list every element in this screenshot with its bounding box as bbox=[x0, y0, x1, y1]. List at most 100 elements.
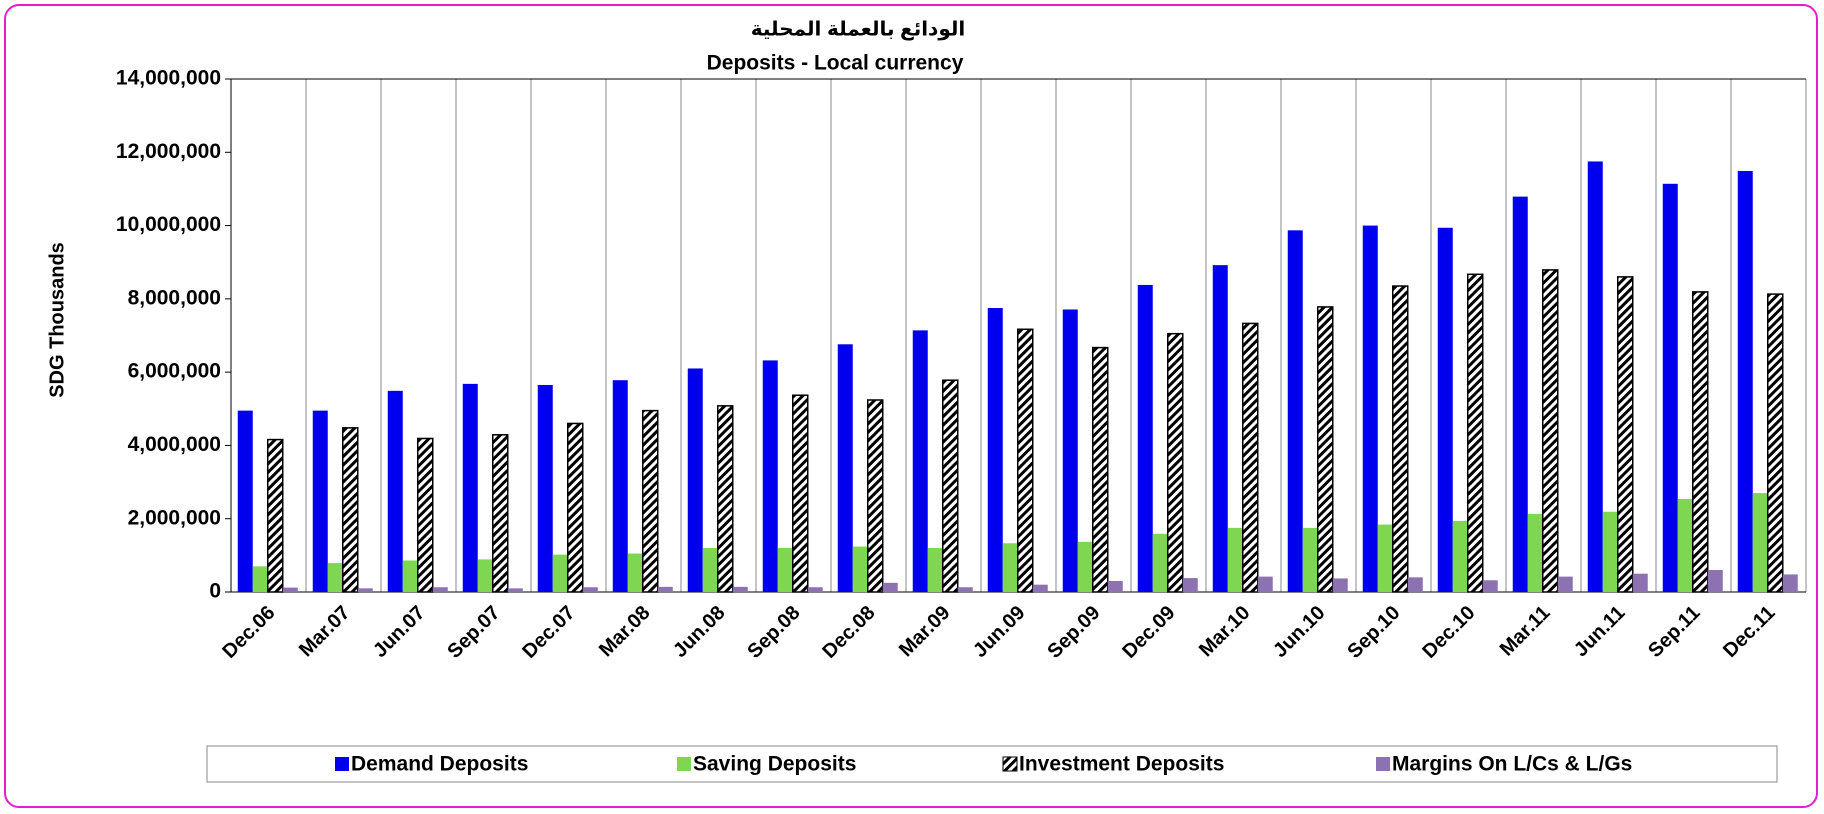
bar bbox=[1107, 581, 1123, 592]
legend-swatch bbox=[335, 757, 349, 771]
bar bbox=[1017, 328, 1034, 593]
bar bbox=[1287, 230, 1303, 592]
y-tick-label: 8,000,000 bbox=[128, 286, 221, 309]
bar bbox=[1632, 573, 1648, 592]
y-tick-label: 12,000,000 bbox=[116, 140, 221, 163]
bar bbox=[1392, 285, 1409, 593]
bar bbox=[267, 438, 284, 593]
bar bbox=[627, 553, 643, 592]
bar bbox=[852, 546, 868, 592]
bar bbox=[1692, 291, 1709, 593]
bar bbox=[1302, 527, 1318, 592]
bar bbox=[1362, 225, 1378, 593]
y-tick-label: 2,000,000 bbox=[128, 506, 221, 529]
bar bbox=[1707, 570, 1723, 592]
bar bbox=[1257, 576, 1273, 592]
bar bbox=[837, 344, 853, 592]
bar bbox=[762, 360, 778, 592]
bar bbox=[1137, 284, 1153, 592]
chart-subtitle: Deposits - Local currency bbox=[707, 52, 964, 75]
bar bbox=[1557, 576, 1573, 592]
legend-label: Saving Deposits bbox=[693, 753, 856, 776]
bar bbox=[1002, 543, 1018, 592]
legend-label: Demand Deposits bbox=[351, 753, 528, 776]
bar bbox=[1737, 170, 1753, 592]
bar bbox=[237, 410, 253, 592]
y-tick-label: 10,000,000 bbox=[116, 213, 221, 236]
bar bbox=[1602, 511, 1618, 592]
bar bbox=[387, 390, 403, 592]
bar bbox=[1407, 577, 1423, 592]
bar bbox=[252, 566, 268, 592]
legend-label: Investment Deposits bbox=[1019, 753, 1224, 776]
y-tick-label: 0 bbox=[209, 580, 221, 603]
bar bbox=[1212, 265, 1228, 592]
bar bbox=[1182, 578, 1198, 592]
bar bbox=[1482, 580, 1498, 592]
bar bbox=[1542, 269, 1559, 593]
bar bbox=[987, 308, 1003, 592]
bar bbox=[342, 427, 359, 593]
bar bbox=[1467, 273, 1484, 593]
bar bbox=[1062, 309, 1078, 592]
bar bbox=[687, 368, 703, 592]
bar bbox=[507, 588, 523, 592]
bar bbox=[492, 434, 509, 593]
bar bbox=[777, 548, 793, 592]
y-tick-label: 4,000,000 bbox=[128, 433, 221, 456]
bar bbox=[642, 409, 659, 593]
bar bbox=[357, 588, 373, 592]
bar bbox=[882, 582, 898, 592]
bar bbox=[1242, 322, 1259, 593]
bar bbox=[1587, 161, 1603, 593]
y-tick-label: 14,000,000 bbox=[116, 67, 221, 90]
bar bbox=[1332, 578, 1348, 592]
bar bbox=[657, 586, 673, 592]
frame bbox=[4, 4, 1818, 808]
bar bbox=[1782, 574, 1798, 592]
y-axis-label: SDG Thousands bbox=[46, 242, 68, 398]
bar bbox=[732, 586, 748, 592]
bar bbox=[867, 399, 884, 593]
bar bbox=[1377, 524, 1393, 592]
bar bbox=[462, 383, 478, 592]
bar bbox=[1527, 513, 1543, 592]
bar bbox=[927, 548, 943, 592]
chart-title: الودائع بالعملة المحلية bbox=[751, 18, 965, 40]
bar bbox=[1077, 541, 1093, 592]
bar bbox=[432, 587, 448, 592]
bar bbox=[1767, 293, 1784, 593]
bar bbox=[1617, 276, 1634, 593]
bar bbox=[567, 422, 584, 593]
bar bbox=[792, 394, 809, 593]
bar bbox=[1677, 498, 1693, 592]
legend-swatch bbox=[1002, 756, 1018, 772]
bar bbox=[552, 554, 568, 592]
bar bbox=[717, 405, 734, 593]
bar bbox=[942, 379, 959, 593]
bar bbox=[402, 560, 418, 592]
bar bbox=[1167, 332, 1184, 593]
bar bbox=[1152, 533, 1168, 592]
bar bbox=[1437, 227, 1453, 592]
bar bbox=[1752, 493, 1768, 592]
bar bbox=[417, 437, 434, 593]
bar bbox=[582, 587, 598, 592]
bar bbox=[1317, 306, 1334, 593]
bar bbox=[807, 587, 823, 592]
bar bbox=[477, 559, 493, 592]
bar bbox=[327, 563, 343, 592]
bar bbox=[282, 587, 298, 592]
bar bbox=[612, 380, 628, 592]
bar bbox=[702, 548, 718, 592]
legend-swatch bbox=[677, 757, 691, 771]
legend-label: Margins On L/Cs & L/Gs bbox=[1392, 753, 1632, 776]
bar bbox=[957, 587, 973, 592]
bar bbox=[312, 410, 328, 592]
bar bbox=[1092, 346, 1109, 593]
bar bbox=[1227, 527, 1243, 592]
bar bbox=[1662, 183, 1678, 592]
bar bbox=[1512, 196, 1528, 592]
legend-box bbox=[206, 745, 1778, 783]
